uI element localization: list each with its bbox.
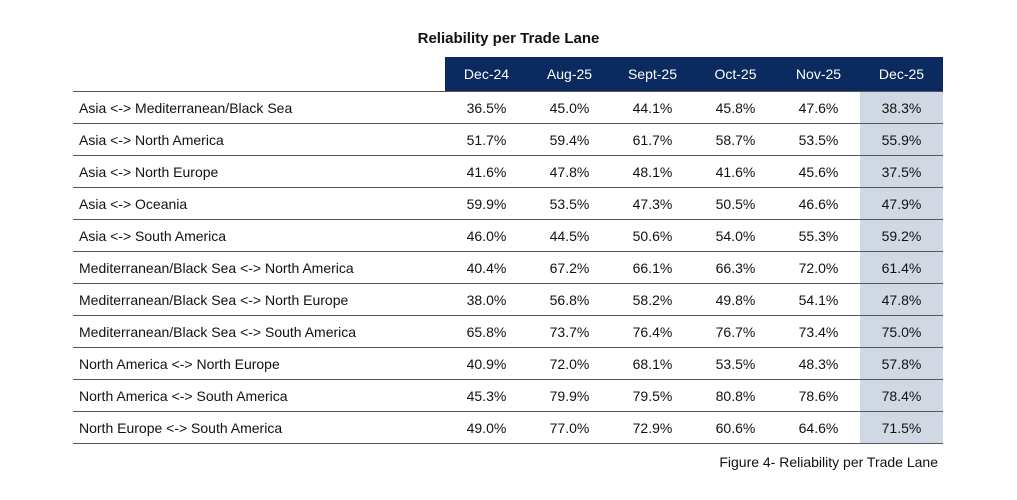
column-header: Dec-24 bbox=[445, 57, 528, 91]
column-header: Sept-25 bbox=[611, 57, 694, 91]
value-cell: 45.8% bbox=[694, 92, 777, 124]
value-cell: 76.7% bbox=[694, 316, 777, 348]
value-cell: 53.5% bbox=[528, 188, 611, 220]
row-label: Asia <-> Oceania bbox=[73, 188, 445, 220]
value-cell: 55.3% bbox=[777, 220, 860, 252]
value-cell: 71.5% bbox=[860, 412, 943, 444]
value-cell: 72.0% bbox=[528, 348, 611, 380]
column-header: Aug-25 bbox=[528, 57, 611, 91]
value-cell: 44.1% bbox=[611, 92, 694, 124]
value-cell: 45.0% bbox=[528, 92, 611, 124]
value-cell: 54.0% bbox=[694, 220, 777, 252]
value-cell: 48.3% bbox=[777, 348, 860, 380]
value-cell: 44.5% bbox=[528, 220, 611, 252]
value-cell: 47.8% bbox=[860, 284, 943, 316]
value-cell: 76.4% bbox=[611, 316, 694, 348]
value-cell: 50.6% bbox=[611, 220, 694, 252]
value-cell: 38.3% bbox=[860, 92, 943, 124]
value-cell: 67.2% bbox=[528, 252, 611, 284]
value-cell: 47.8% bbox=[528, 156, 611, 188]
value-cell: 73.4% bbox=[777, 316, 860, 348]
value-cell: 49.8% bbox=[694, 284, 777, 316]
column-header: Nov-25 bbox=[777, 57, 860, 91]
value-cell: 55.9% bbox=[860, 124, 943, 156]
value-cell: 45.6% bbox=[777, 156, 860, 188]
value-cell: 59.4% bbox=[528, 124, 611, 156]
value-cell: 57.8% bbox=[860, 348, 943, 380]
value-cell: 65.8% bbox=[445, 316, 528, 348]
value-cell: 53.5% bbox=[694, 348, 777, 380]
caption: Figure 4- Reliability per Trade Lane bbox=[719, 454, 938, 470]
value-cell: 37.5% bbox=[860, 156, 943, 188]
value-cell: 78.4% bbox=[860, 380, 943, 412]
value-cell: 60.6% bbox=[694, 412, 777, 444]
value-cell: 48.1% bbox=[611, 156, 694, 188]
value-cell: 46.0% bbox=[445, 220, 528, 252]
column-header: Dec-25 bbox=[860, 57, 943, 91]
top-rule bbox=[73, 91, 943, 92]
value-cell: 47.3% bbox=[611, 188, 694, 220]
value-cell: 68.1% bbox=[611, 348, 694, 380]
value-cell: 73.7% bbox=[528, 316, 611, 348]
value-cell: 72.0% bbox=[777, 252, 860, 284]
row-label: Asia <-> North Europe bbox=[73, 156, 445, 188]
value-cell: 53.5% bbox=[777, 124, 860, 156]
value-cell: 49.0% bbox=[445, 412, 528, 444]
value-cell: 72.9% bbox=[611, 412, 694, 444]
row-label: Asia <-> Mediterranean/Black Sea bbox=[73, 92, 445, 124]
value-cell: 75.0% bbox=[860, 316, 943, 348]
value-cell: 61.7% bbox=[611, 124, 694, 156]
value-cell: 41.6% bbox=[694, 156, 777, 188]
table-title: Reliability per Trade Lane bbox=[417, 30, 600, 47]
value-cell: 47.6% bbox=[777, 92, 860, 124]
value-cell: 79.9% bbox=[528, 380, 611, 412]
value-cell: 40.4% bbox=[445, 252, 528, 284]
value-cell: 46.6% bbox=[777, 188, 860, 220]
value-cell: 66.1% bbox=[611, 252, 694, 284]
value-cell: 58.2% bbox=[611, 284, 694, 316]
value-cell: 50.5% bbox=[694, 188, 777, 220]
value-cell: 80.8% bbox=[694, 380, 777, 412]
row-label: North Europe <-> South America bbox=[73, 412, 445, 444]
value-cell: 54.1% bbox=[777, 284, 860, 316]
row-label: Asia <-> North America bbox=[73, 124, 445, 156]
value-cell: 77.0% bbox=[528, 412, 611, 444]
value-cell: 56.8% bbox=[528, 284, 611, 316]
value-cell: 59.2% bbox=[860, 220, 943, 252]
row-label: North America <-> North Europe bbox=[73, 348, 445, 380]
value-cell: 58.7% bbox=[694, 124, 777, 156]
row-label: Mediterranean/Black Sea <-> South Americ… bbox=[73, 316, 445, 348]
value-cell: 41.6% bbox=[445, 156, 528, 188]
value-cell: 47.9% bbox=[860, 188, 943, 220]
value-cell: 38.0% bbox=[445, 284, 528, 316]
value-cell: 51.7% bbox=[445, 124, 528, 156]
value-cell: 78.6% bbox=[777, 380, 860, 412]
value-cell: 59.9% bbox=[445, 188, 528, 220]
value-cell: 40.9% bbox=[445, 348, 528, 380]
row-label: North America <-> South America bbox=[73, 380, 445, 412]
value-cell: 79.5% bbox=[611, 380, 694, 412]
value-cell: 36.5% bbox=[445, 92, 528, 124]
row-label: Mediterranean/Black Sea <-> North Europe bbox=[73, 284, 445, 316]
value-cell: 61.4% bbox=[860, 252, 943, 284]
value-cell: 64.6% bbox=[777, 412, 860, 444]
value-cell: 45.3% bbox=[445, 380, 528, 412]
row-label: Asia <-> South America bbox=[73, 220, 445, 252]
value-cell: 66.3% bbox=[694, 252, 777, 284]
row-label: Mediterranean/Black Sea <-> North Americ… bbox=[73, 252, 445, 284]
column-header: Oct-25 bbox=[694, 57, 777, 91]
